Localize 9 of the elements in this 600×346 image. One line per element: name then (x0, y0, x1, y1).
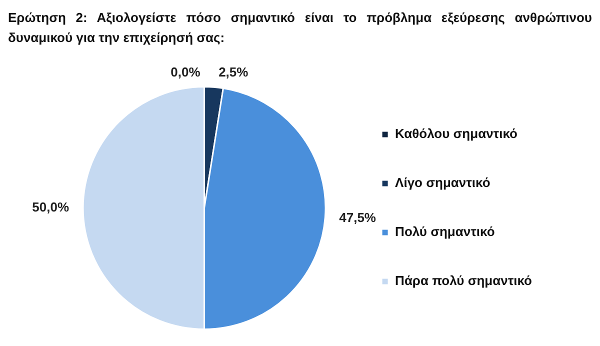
legend-label: Λίγο σημαντικό (395, 175, 490, 190)
data-label: 2,5% (218, 64, 249, 80)
data-label: 47,5% (339, 210, 376, 225)
chart-title: Ερώτηση 2: Αξιολογείστε πόσο σημαντικό είναι το πρόβλημα εξεύρεσης ανθρώπινου δυναμικού για την επιχείρησή σας: (8, 9, 592, 47)
data-label: 50,0% (32, 200, 70, 215)
legend-label: Πολύ σημαντικό (395, 224, 495, 240)
legend-label: Καθόλου σημαντικό (395, 126, 518, 142)
legend-label: Πάρα πολύ σημαντικό (395, 273, 532, 288)
text: 0,0% (170, 64, 200, 80)
